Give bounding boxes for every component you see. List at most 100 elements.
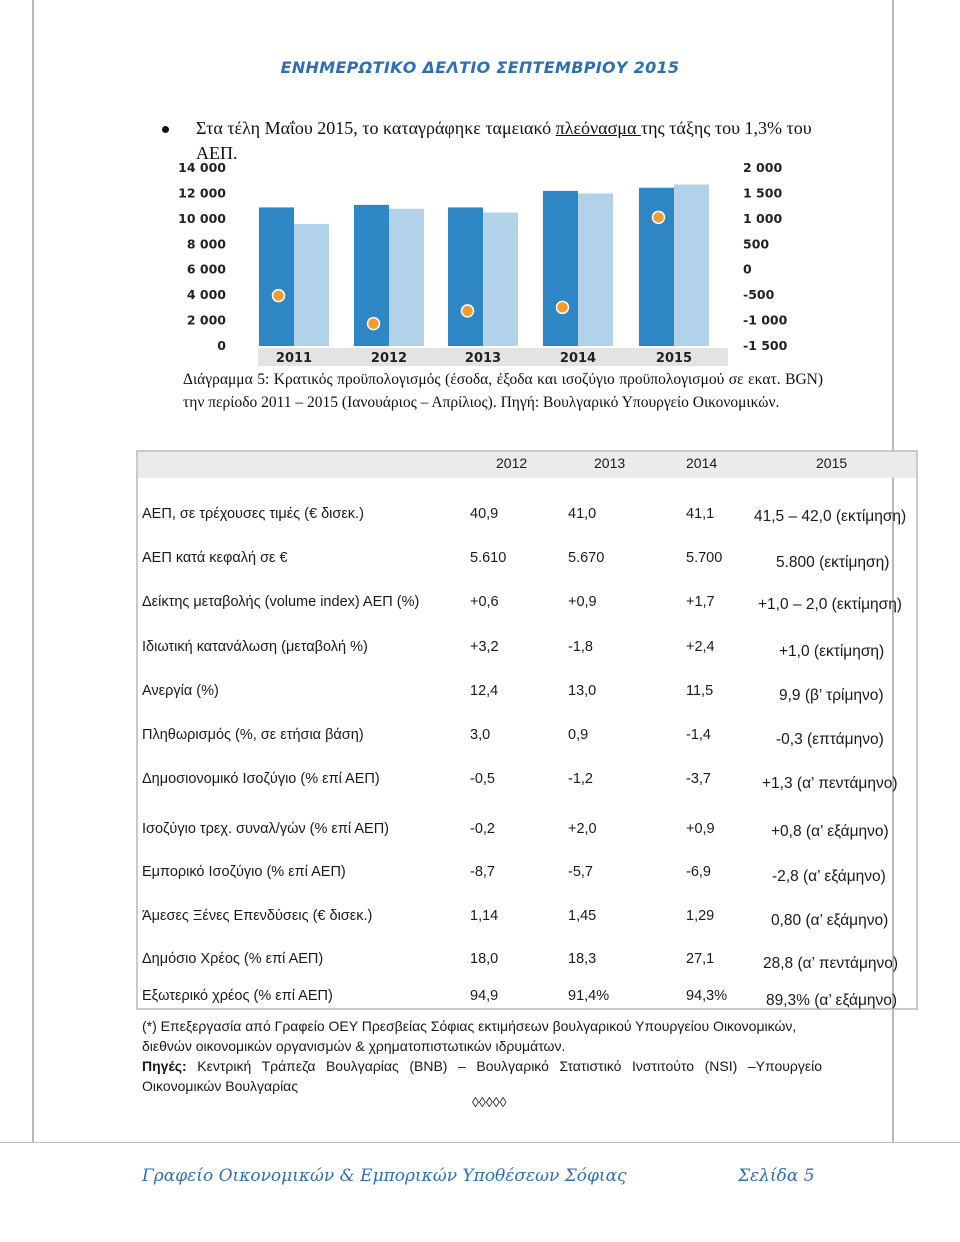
left-axis-tick: 4 000 [187,287,226,302]
cell-2015: 0,80 (α’ εξάμηνο) [771,912,889,929]
cell-2013: 1,45 [568,908,597,924]
row-label: Ανεργία (%) [142,683,219,699]
balance-point [271,288,286,303]
right-axis-tick: -500 [743,287,775,302]
cell-2014: 5.700 [686,550,723,566]
right-axis-tick: -1 000 [743,313,788,328]
budget-chart: 14 000 12 000 10 000 8 000 6 000 4 000 2 000 0 2… [178,160,788,366]
cell-2014: -6,9 [686,864,711,880]
bullet-text: Στα τέλη Μαΐου 2015, το καταγράφηκε ταμε… [196,116,856,166]
revenue-bar [543,190,578,346]
expenditure-bar [578,193,613,346]
left-axis-tick: 8 000 [187,236,226,251]
cell-2013: -1,8 [568,639,593,655]
right-axis-tick: 0 [743,262,752,277]
left-axis-tick: 14 000 [178,160,226,175]
cell-2014: -1,4 [686,727,711,743]
cell-2012: -0,2 [470,821,495,837]
cell-2013: -1,2 [568,771,593,787]
cell-2012: +0,6 [470,594,499,610]
cell-2015: +0,8 (α’ εξάμηνο) [771,823,889,840]
bullet-text-underlined: πλεόνασμα [555,118,641,138]
row-label: ΑΕΠ κατά κεφαλή σε € [142,550,288,566]
cell-2015: 89,3% (α’ εξάμηνο) [766,992,898,1009]
page-border-right [892,0,894,1142]
balance-point [555,300,570,315]
revenue-bar [448,207,483,346]
cell-2015: +1,0 (εκτίμηση) [779,643,885,660]
cell-2013: 13,0 [568,683,597,699]
year-label: 2011 [276,351,312,366]
cell-2015: 41,5 – 42,0 (εκτίμηση) [754,508,907,525]
expenditure-bar [389,208,424,346]
revenue-bar [259,207,294,346]
row-label: Πληθωρισμός (%, σε ετήσια βάση) [142,727,364,743]
cell-2014: 11,5 [686,683,714,699]
year-axis-band [258,348,728,366]
page-border-left [32,0,34,1142]
row-label: Δημόσιο Χρέος (% επί ΑΕΠ) [142,951,324,967]
cell-2013: 5.670 [568,550,605,566]
bullet-text-after: της τάξης του 1,3% του ΑΕΠ. [196,118,812,163]
footer-page-number: Σελίδα 5 [738,1166,815,1186]
right-axis-tick: 2 000 [743,160,782,175]
year-label: 2012 [371,351,407,366]
expenditure-bar [674,184,709,346]
cell-2013: 41,0 [568,506,597,522]
indicators-table [136,450,918,1010]
cell-2012: 94,9 [470,988,499,1004]
cell-2014: -3,7 [686,771,711,787]
sources-label: Πηγές: [142,1058,187,1074]
cell-2014: +0,9 [686,821,715,837]
bullet-text-before: Στα τέλη Μαΐου 2015, το καταγράφηκε ταμε… [196,118,556,138]
left-axis-tick: 10 000 [178,211,226,226]
cell-2012: 18,0 [470,951,499,967]
row-label: Εξωτερικό χρέος (% επί ΑΕΠ) [142,988,333,1004]
cell-2012: -8,7 [470,864,495,880]
cell-2012: 1,14 [470,908,499,924]
row-label: Ισοζύγιο τρεχ. συναλ/γών (% επί ΑΕΠ) [142,821,389,837]
right-axis-tick: 500 [743,236,769,251]
left-axis-tick: 6 000 [187,262,226,277]
expenditure-bar [483,212,518,346]
row-label: Ιδιωτική κατανάλωση (μεταβολή %) [142,639,368,655]
year-header-2012: 2012 [496,455,528,471]
balance-point [460,304,475,318]
year-label: 2013 [465,351,501,366]
row-label: ΑΕΠ, σε τρέχουσες τιμές (€ δισεκ.) [142,506,364,522]
cell-2015: 28,8 (α’ πεντάμηνο) [763,955,899,972]
footer-office: Γραφείο Οικονομικών & Εμπορικών Υποθέσεω… [142,1166,627,1186]
year-label: 2015 [656,351,692,366]
notes: (*) Επεξεργασία από Γραφείο ΟΕΥ Πρεσβεία… [142,1016,822,1096]
right-axis-tick: 1 500 [743,185,782,200]
cell-2014: 1,29 [686,908,715,924]
footnote: (*) Επεξεργασία από Γραφείο ΟΕΥ Πρεσβεία… [142,1018,797,1054]
cell-2015: +1,3 (α’ πεντάμηνο) [762,775,898,792]
cell-2012: -0,5 [470,771,495,787]
cell-2015: 9,9 (β’ τρίμηνο) [779,687,884,704]
left-axis-tick: 0 [217,338,226,353]
year-header-2015: 2015 [816,455,848,471]
cell-2013: +0,9 [568,594,597,610]
right-axis-tick: 1 000 [743,211,782,226]
cell-2012: 3,0 [470,727,491,743]
cell-2012: 40,9 [470,506,499,522]
row-label: Δημοσιονομικό Ισοζύγιο (% επί ΑΕΠ) [142,771,380,787]
expenditure-bar [294,223,329,346]
row-label: Άμεσες Ξένες Επενδύσεις (€ δισεκ.) [142,908,373,924]
cell-2013: -5,7 [568,864,593,880]
cell-2012: 12,4 [470,683,499,699]
cell-2014: +1,7 [686,594,715,610]
bullet-icon [162,126,169,133]
left-axis-tick: 2 000 [187,313,226,328]
cell-2014: 94,3% [686,988,728,1004]
cell-2013: 18,3 [568,951,597,967]
header-title: ΕΝΗΜΕΡΩΤΙΚΟ ΔΕΛΤΙΟ ΣΕΠΤΕΜΒΡΙΟΥ 2015 [280,58,680,77]
cell-2012: +3,2 [470,639,499,655]
cell-2015: -0,3 (επτάμηνο) [776,731,884,748]
year-label: 2014 [560,351,596,366]
balance-point [651,210,666,225]
sources: Πηγές: Κεντρική Τράπεζα Βουλγαρίας (BNB)… [142,1056,822,1096]
cell-2015: -2,8 (α’ εξάμηνο) [772,868,886,885]
cell-2013: +2,0 [568,821,597,837]
